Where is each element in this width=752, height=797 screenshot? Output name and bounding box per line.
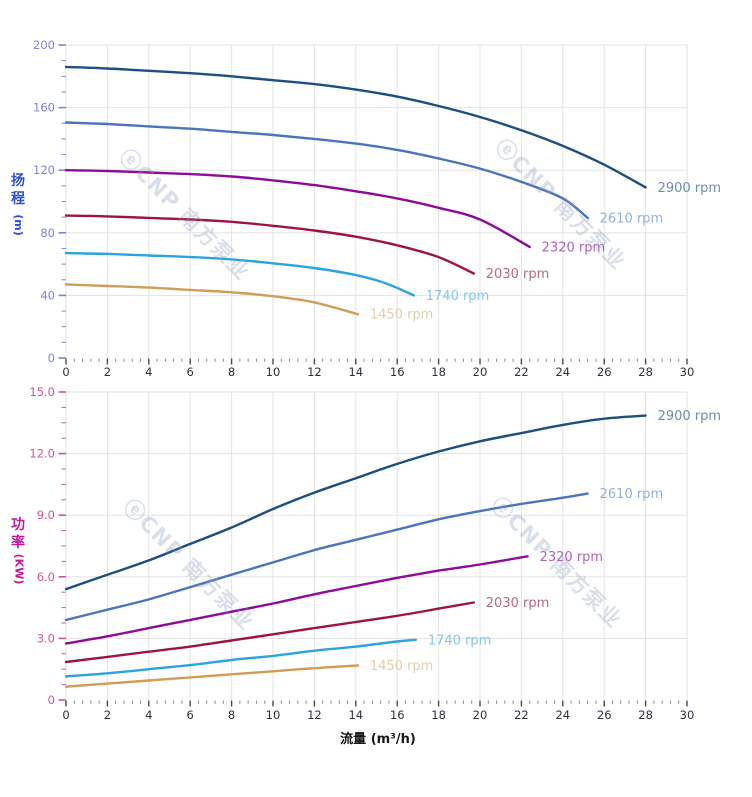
- y-axis-tick-label: 200: [33, 38, 55, 52]
- x-axis-tick-label: 2: [104, 708, 111, 722]
- curve-label-1450-rpm: 1450 rpm: [370, 659, 433, 674]
- curve-2900-rpm: [64, 65, 647, 189]
- curve-label-2030-rpm: 2030 rpm: [486, 596, 549, 611]
- curve-label-1740-rpm: 1740 rpm: [426, 289, 489, 304]
- curve-label-1740-rpm: 1740 rpm: [428, 633, 491, 648]
- x-axis-tick-label: 2: [104, 365, 111, 379]
- x-axis-tick-label: 28: [638, 365, 653, 379]
- x-axis-tick-label: 24: [555, 365, 570, 379]
- head-axis-unit: (m): [12, 214, 25, 236]
- x-axis-tick-label: 0: [62, 365, 69, 379]
- curve-2030-rpm: [64, 601, 475, 664]
- x-axis-tick-label: 6: [187, 708, 194, 722]
- x-axis-tick-label: 22: [514, 708, 529, 722]
- watermark-text: ⓔCNP 南方泵业: [486, 493, 626, 633]
- x-axis-tick-label: 18: [431, 708, 446, 722]
- x-axis-tick-label: 30: [680, 708, 695, 722]
- curve-1740-rpm: [64, 251, 415, 297]
- head-axis-char-2: 程: [11, 191, 25, 207]
- curve-1450-rpm: [64, 664, 360, 688]
- y-axis-tick-label: 15.0: [29, 385, 55, 399]
- x-axis-tick-label: 16: [390, 365, 405, 379]
- curve-2320-rpm: [64, 169, 531, 249]
- x-axis-tick-label: 28: [638, 708, 653, 722]
- x-axis-tick-label: 26: [597, 365, 612, 379]
- curve-label-2030-rpm: 2030 rpm: [486, 267, 549, 282]
- x-axis-tick-label: 14: [348, 708, 363, 722]
- y-axis-tick-label: 9.0: [37, 508, 55, 522]
- x-axis-tick-label: 6: [187, 365, 194, 379]
- curve-label-2610-rpm: 2610 rpm: [600, 487, 663, 502]
- head-axis-char-1: 扬: [11, 173, 25, 189]
- power-axis-char-2: 率: [11, 535, 25, 551]
- x-axis-tick-label: 26: [597, 708, 612, 722]
- curve-1450-rpm: [64, 283, 360, 316]
- watermark-text: ⓔCNP 南方泵业: [114, 145, 254, 285]
- curve-2610-rpm: [64, 492, 589, 622]
- x-axis-tick-label: 20: [473, 365, 488, 379]
- curve-label-1450-rpm: 1450 rpm: [370, 308, 433, 323]
- x-axis-tick-label: 14: [348, 365, 363, 379]
- x-axis-tick-label: 20: [473, 708, 488, 722]
- head-y-axis-title: 扬 程 (m): [6, 172, 30, 236]
- x-axis-tick-label: 4: [145, 365, 152, 379]
- y-axis-tick-label: 12.0: [29, 447, 55, 461]
- y-axis-tick-label: 3.0: [37, 631, 55, 645]
- x-axis-tick-label: 4: [145, 708, 152, 722]
- x-axis-tick-label: 0: [62, 708, 69, 722]
- x-axis-tick-label: 16: [390, 708, 405, 722]
- x-axis-tick-label: 12: [307, 365, 322, 379]
- curve-label-2900-rpm: 2900 rpm: [658, 181, 721, 196]
- power-y-axis-title: 功 率 (KW): [6, 516, 30, 584]
- curve-label-2320-rpm: 2320 rpm: [540, 550, 603, 565]
- curve-2030-rpm: [64, 214, 475, 275]
- x-axis-tick-label: 12: [307, 708, 322, 722]
- y-axis-tick-label: 80: [40, 226, 55, 240]
- x-axis-tick-label: 10: [266, 365, 281, 379]
- y-axis-tick-label: 40: [40, 288, 55, 302]
- curve-1740-rpm: [64, 638, 417, 678]
- y-axis-tick-label: 0: [48, 351, 55, 365]
- curve-2900-rpm: [64, 414, 647, 591]
- x-axis-tick-label: 24: [555, 708, 570, 722]
- curve-label-2900-rpm: 2900 rpm: [658, 409, 721, 424]
- y-axis-tick-label: 6.0: [37, 570, 55, 584]
- curve-2320-rpm: [64, 555, 529, 645]
- curve-label-2320-rpm: 2320 rpm: [542, 240, 605, 255]
- x-axis-title: 流量 (m³/h): [340, 732, 416, 747]
- y-axis-tick-label: 160: [33, 101, 55, 115]
- x-axis-tick-label: 18: [431, 365, 446, 379]
- x-axis-tick-label: 10: [266, 708, 281, 722]
- x-axis-tick-label: 22: [514, 365, 529, 379]
- power-axis-unit: (KW): [12, 553, 25, 585]
- y-axis-tick-label: 120: [33, 163, 55, 177]
- power-axis-char-1: 功: [11, 517, 25, 533]
- x-axis-tick-label: 30: [680, 365, 695, 379]
- curve-2610-rpm: [64, 121, 589, 220]
- x-axis-tick-label: 8: [228, 708, 235, 722]
- curve-label-2610-rpm: 2610 rpm: [600, 211, 663, 226]
- x-axis-tick-label: 8: [228, 365, 235, 379]
- y-axis-tick-label: 0: [48, 693, 55, 707]
